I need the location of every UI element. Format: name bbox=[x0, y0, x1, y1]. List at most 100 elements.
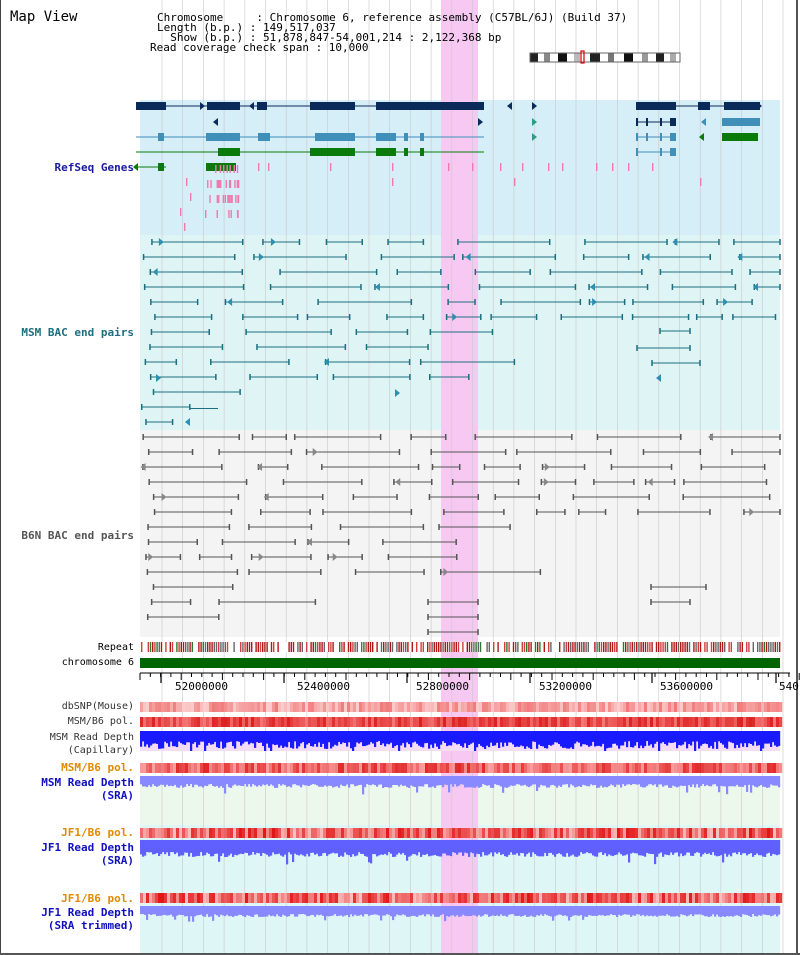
read-depth-bar bbox=[288, 906, 291, 917]
ideogram-band bbox=[590, 53, 600, 62]
gene-fragment bbox=[234, 180, 236, 188]
read-depth-bar bbox=[464, 840, 467, 853]
heat-cell bbox=[614, 717, 618, 727]
heat-cell bbox=[683, 828, 687, 838]
read-depth-bar bbox=[752, 776, 755, 786]
read-depth-bar bbox=[442, 840, 445, 854]
gene-exon bbox=[258, 133, 270, 141]
heat-cell bbox=[632, 717, 636, 727]
heat-cell bbox=[662, 828, 666, 838]
read-depth-bar bbox=[146, 840, 149, 853]
strand-arrow bbox=[395, 478, 401, 486]
read-depth-bar bbox=[152, 776, 155, 785]
read-depth-bar bbox=[668, 906, 671, 916]
read-depth-bar bbox=[314, 776, 317, 785]
heat-cell bbox=[254, 828, 258, 838]
read-depth-bar bbox=[606, 776, 609, 788]
heat-cell bbox=[176, 717, 180, 727]
read-depth-bar bbox=[502, 731, 505, 747]
read-depth-bar bbox=[544, 776, 547, 786]
read-depth-bar bbox=[170, 776, 173, 786]
heat-cell bbox=[461, 893, 465, 903]
read-depth-bar bbox=[406, 731, 409, 743]
read-depth-bar bbox=[572, 906, 575, 916]
heat-cell bbox=[251, 702, 255, 712]
read-depth-bar bbox=[412, 906, 415, 916]
read-depth-bar bbox=[438, 906, 441, 917]
gene-fragment bbox=[472, 163, 474, 171]
repeat-element bbox=[352, 642, 354, 652]
track-label-b6n-bac[interactable]: B6N BAC end pairs bbox=[21, 529, 134, 542]
track-label-msm-bac[interactable]: MSM BAC end pairs bbox=[21, 326, 134, 339]
repeat-element bbox=[741, 642, 743, 652]
heat-cell bbox=[209, 702, 213, 712]
read-depth-bar bbox=[256, 731, 259, 743]
heat-cell bbox=[689, 702, 693, 712]
heat-cell bbox=[323, 763, 327, 773]
read-depth-bar bbox=[284, 776, 287, 786]
read-depth-bar bbox=[358, 840, 361, 853]
heat-cell bbox=[251, 763, 255, 773]
read-depth-bar bbox=[266, 776, 269, 785]
heat-cell bbox=[503, 893, 507, 903]
heat-cell bbox=[656, 893, 660, 903]
heat-cell bbox=[527, 828, 531, 838]
read-depth-bar bbox=[560, 840, 563, 855]
read-depth-bar bbox=[262, 731, 265, 747]
read-depth-bar bbox=[380, 731, 383, 746]
heat-cell bbox=[665, 763, 669, 773]
heat-cell bbox=[452, 717, 456, 727]
read-depth-bar bbox=[778, 731, 781, 746]
heat-cell bbox=[746, 893, 750, 903]
track-label-refseq[interactable]: RefSeq Genes bbox=[54, 161, 134, 174]
read-depth-bar bbox=[274, 840, 277, 855]
read-depth-bar bbox=[200, 776, 203, 787]
read-depth-bar bbox=[642, 776, 645, 788]
heat-cell bbox=[284, 702, 288, 712]
read-depth-bar bbox=[522, 906, 525, 916]
heat-cell bbox=[548, 893, 552, 903]
read-depth-bar bbox=[270, 840, 273, 856]
heat-cell bbox=[341, 893, 345, 903]
repeat-element bbox=[264, 642, 266, 652]
heat-cell bbox=[380, 828, 384, 838]
read-depth-bar bbox=[382, 731, 385, 744]
repeat-element bbox=[323, 642, 325, 652]
heat-cell bbox=[608, 702, 612, 712]
read-depth-bar bbox=[548, 776, 551, 788]
heat-cell bbox=[665, 702, 669, 712]
heat-cell bbox=[452, 702, 456, 712]
read-depth-bar bbox=[722, 906, 725, 917]
heat-cell bbox=[572, 893, 576, 903]
read-depth-bar bbox=[262, 840, 265, 854]
read-depth-bar bbox=[684, 776, 687, 786]
heat-cell bbox=[356, 828, 360, 838]
read-depth-bar bbox=[614, 906, 617, 916]
read-depth-bar bbox=[520, 731, 523, 746]
read-depth-bar bbox=[492, 906, 495, 916]
read-depth-bar bbox=[618, 731, 621, 749]
heat-cell bbox=[308, 717, 312, 727]
heat-cell bbox=[773, 702, 777, 712]
read-depth-bar bbox=[356, 731, 359, 743]
read-depth-bar bbox=[188, 731, 191, 743]
heat-cell bbox=[725, 893, 729, 903]
read-depth-bar bbox=[534, 731, 537, 742]
repeat-element bbox=[165, 642, 167, 652]
heat-cell bbox=[395, 893, 399, 903]
heat-cell bbox=[677, 702, 681, 712]
heat-cell bbox=[428, 828, 432, 838]
read-depth-bar bbox=[442, 731, 445, 742]
gene-fragment bbox=[233, 165, 235, 173]
repeat-element bbox=[220, 642, 222, 652]
heat-cell bbox=[716, 763, 720, 773]
heat-cell bbox=[185, 763, 189, 773]
read-depth-bar bbox=[322, 776, 325, 787]
heat-cell bbox=[620, 828, 624, 838]
read-depth-bar bbox=[766, 776, 769, 788]
read-depth-bar bbox=[384, 776, 387, 788]
heat-cell bbox=[293, 763, 297, 773]
heat-cell bbox=[200, 893, 204, 903]
heat-cell bbox=[155, 893, 159, 903]
